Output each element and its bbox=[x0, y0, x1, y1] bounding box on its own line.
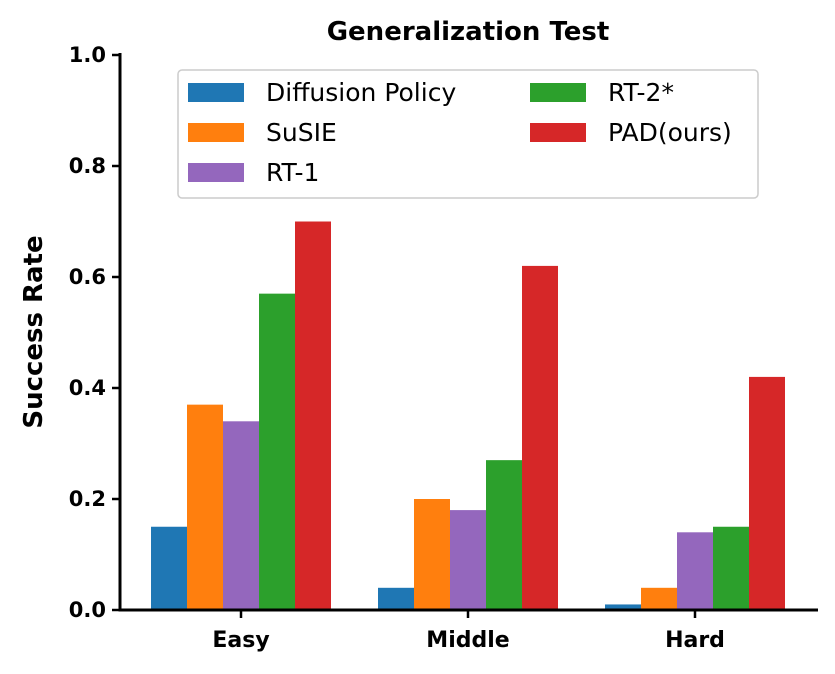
bar-rt-1-easy bbox=[223, 421, 259, 610]
legend-label: RT-2* bbox=[608, 78, 674, 107]
bar-diffusion-policy-middle bbox=[378, 587, 414, 610]
legend-label: PAD(ours) bbox=[608, 118, 732, 147]
legend-frame bbox=[177, 69, 759, 199]
y-tick-label: 0.0 bbox=[69, 598, 106, 622]
chart-title: Generalization Test bbox=[327, 17, 610, 47]
y-tick-label: 0.6 bbox=[69, 265, 106, 289]
bar-pad-ours--easy bbox=[295, 221, 331, 610]
bars-layer bbox=[151, 221, 785, 610]
y-tick-label: 0.8 bbox=[69, 154, 106, 178]
y-tick-label: 1.0 bbox=[69, 43, 106, 67]
x-tick-label-hard: Hard bbox=[665, 628, 725, 653]
legend: Diffusion Policy SuSIE RT-1 RT-2* PAD(ours) bbox=[177, 69, 759, 199]
bar-susie-easy bbox=[187, 404, 223, 610]
y-tick-label: 0.4 bbox=[69, 376, 106, 400]
legend-swatch bbox=[188, 163, 244, 182]
bar-pad-ours--middle bbox=[522, 265, 558, 610]
bar-rt-1-hard bbox=[677, 532, 713, 610]
legend-label: RT-1 bbox=[266, 158, 319, 187]
legend-label: Diffusion Policy bbox=[266, 78, 456, 107]
axes-layer: 0.0 0.2 0.4 0.6 0.8 1.0 Easy Middle Hard bbox=[69, 43, 818, 653]
bar-diffusion-policy-hard bbox=[605, 604, 641, 610]
bar-pad-ours--hard bbox=[749, 376, 785, 610]
bar-rt-2--hard bbox=[713, 526, 749, 610]
legend-swatch bbox=[188, 83, 244, 102]
legend-label: SuSIE bbox=[266, 118, 337, 147]
legend-swatch bbox=[188, 123, 244, 142]
legend-swatch bbox=[530, 83, 586, 102]
x-tick-label-middle: Middle bbox=[426, 628, 509, 653]
bar-susie-middle bbox=[414, 499, 450, 610]
y-tick-label: 0.2 bbox=[69, 487, 106, 511]
bar-rt-2--middle bbox=[486, 460, 522, 610]
bar-diffusion-policy-easy bbox=[151, 526, 187, 610]
bar-rt-2--easy bbox=[259, 293, 295, 610]
bar-susie-hard bbox=[641, 587, 677, 610]
y-axis-label: Success Rate bbox=[19, 235, 49, 428]
bar-rt-1-middle bbox=[450, 510, 486, 610]
x-tick-label-easy: Easy bbox=[212, 628, 269, 653]
legend-swatch bbox=[530, 123, 586, 142]
